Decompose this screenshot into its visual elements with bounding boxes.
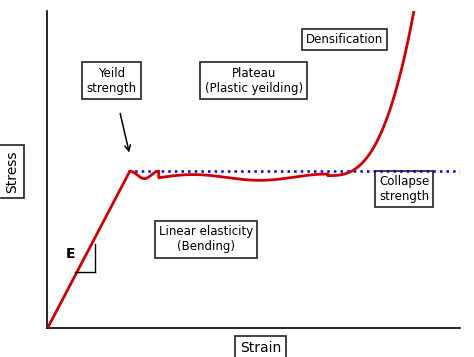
Text: Strain: Strain: [240, 341, 282, 355]
Text: Plateau
(Plastic yeilding): Plateau (Plastic yeilding): [204, 67, 303, 95]
Text: E: E: [65, 247, 75, 261]
Text: Yeild
strength: Yeild strength: [86, 67, 137, 95]
Text: Linear elasticity
(Bending): Linear elasticity (Bending): [159, 226, 253, 253]
Text: Densification: Densification: [306, 33, 383, 46]
Text: Collapse
strength: Collapse strength: [379, 175, 429, 203]
Text: Stress: Stress: [5, 150, 19, 193]
